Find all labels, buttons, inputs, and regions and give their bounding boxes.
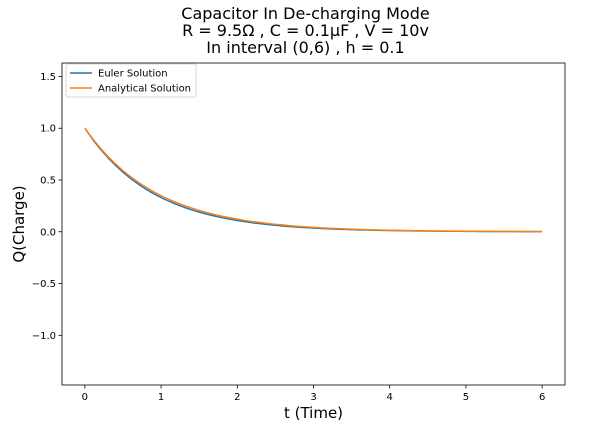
y-tick-label: −1.0 (32, 331, 56, 342)
legend-label: Euler Solution (98, 69, 168, 80)
y-tick-label: 0.5 (40, 175, 56, 186)
chart-title-line-3: In interval (0,6) , h = 0.1 (206, 38, 405, 57)
plot-frame (61, 62, 566, 386)
x-tick-label: 4 (387, 392, 393, 403)
x-axis-label: t (Time) (284, 404, 343, 422)
legend-label: Analytical Solution (98, 84, 191, 95)
legend: Euler Solution Analytical Solution (65, 63, 197, 98)
x-tick-label: 0 (82, 392, 88, 403)
legend-box (65, 63, 197, 98)
y-axis-label: Q(Charge) (10, 185, 28, 262)
chart-title-line-1: Capacitor In De-charging Mode (181, 4, 430, 23)
y-tick-label: 1.0 (40, 124, 56, 135)
x-tick-label: 1 (158, 392, 164, 403)
axes-layer: 0 1 2 3 4 5 6 −1.0 −0.5 0.0 0.5 1.0 1.5 (32, 62, 566, 403)
y-tick-label: 0.0 (40, 227, 56, 238)
series-line-analytical (84, 127, 543, 233)
x-tick-label: 5 (463, 392, 469, 403)
x-tick-label: 3 (310, 392, 316, 403)
series-layer (84, 127, 543, 233)
y-tick-label: 1.5 (40, 72, 56, 83)
chart-title-line-2: R = 9.5Ω , C = 0.1μF , V = 10v (182, 21, 429, 40)
x-tick-label: 2 (234, 392, 240, 403)
series-line-euler (84, 127, 543, 233)
x-tick-label: 6 (539, 392, 545, 403)
y-tick-label: −0.5 (32, 279, 56, 290)
